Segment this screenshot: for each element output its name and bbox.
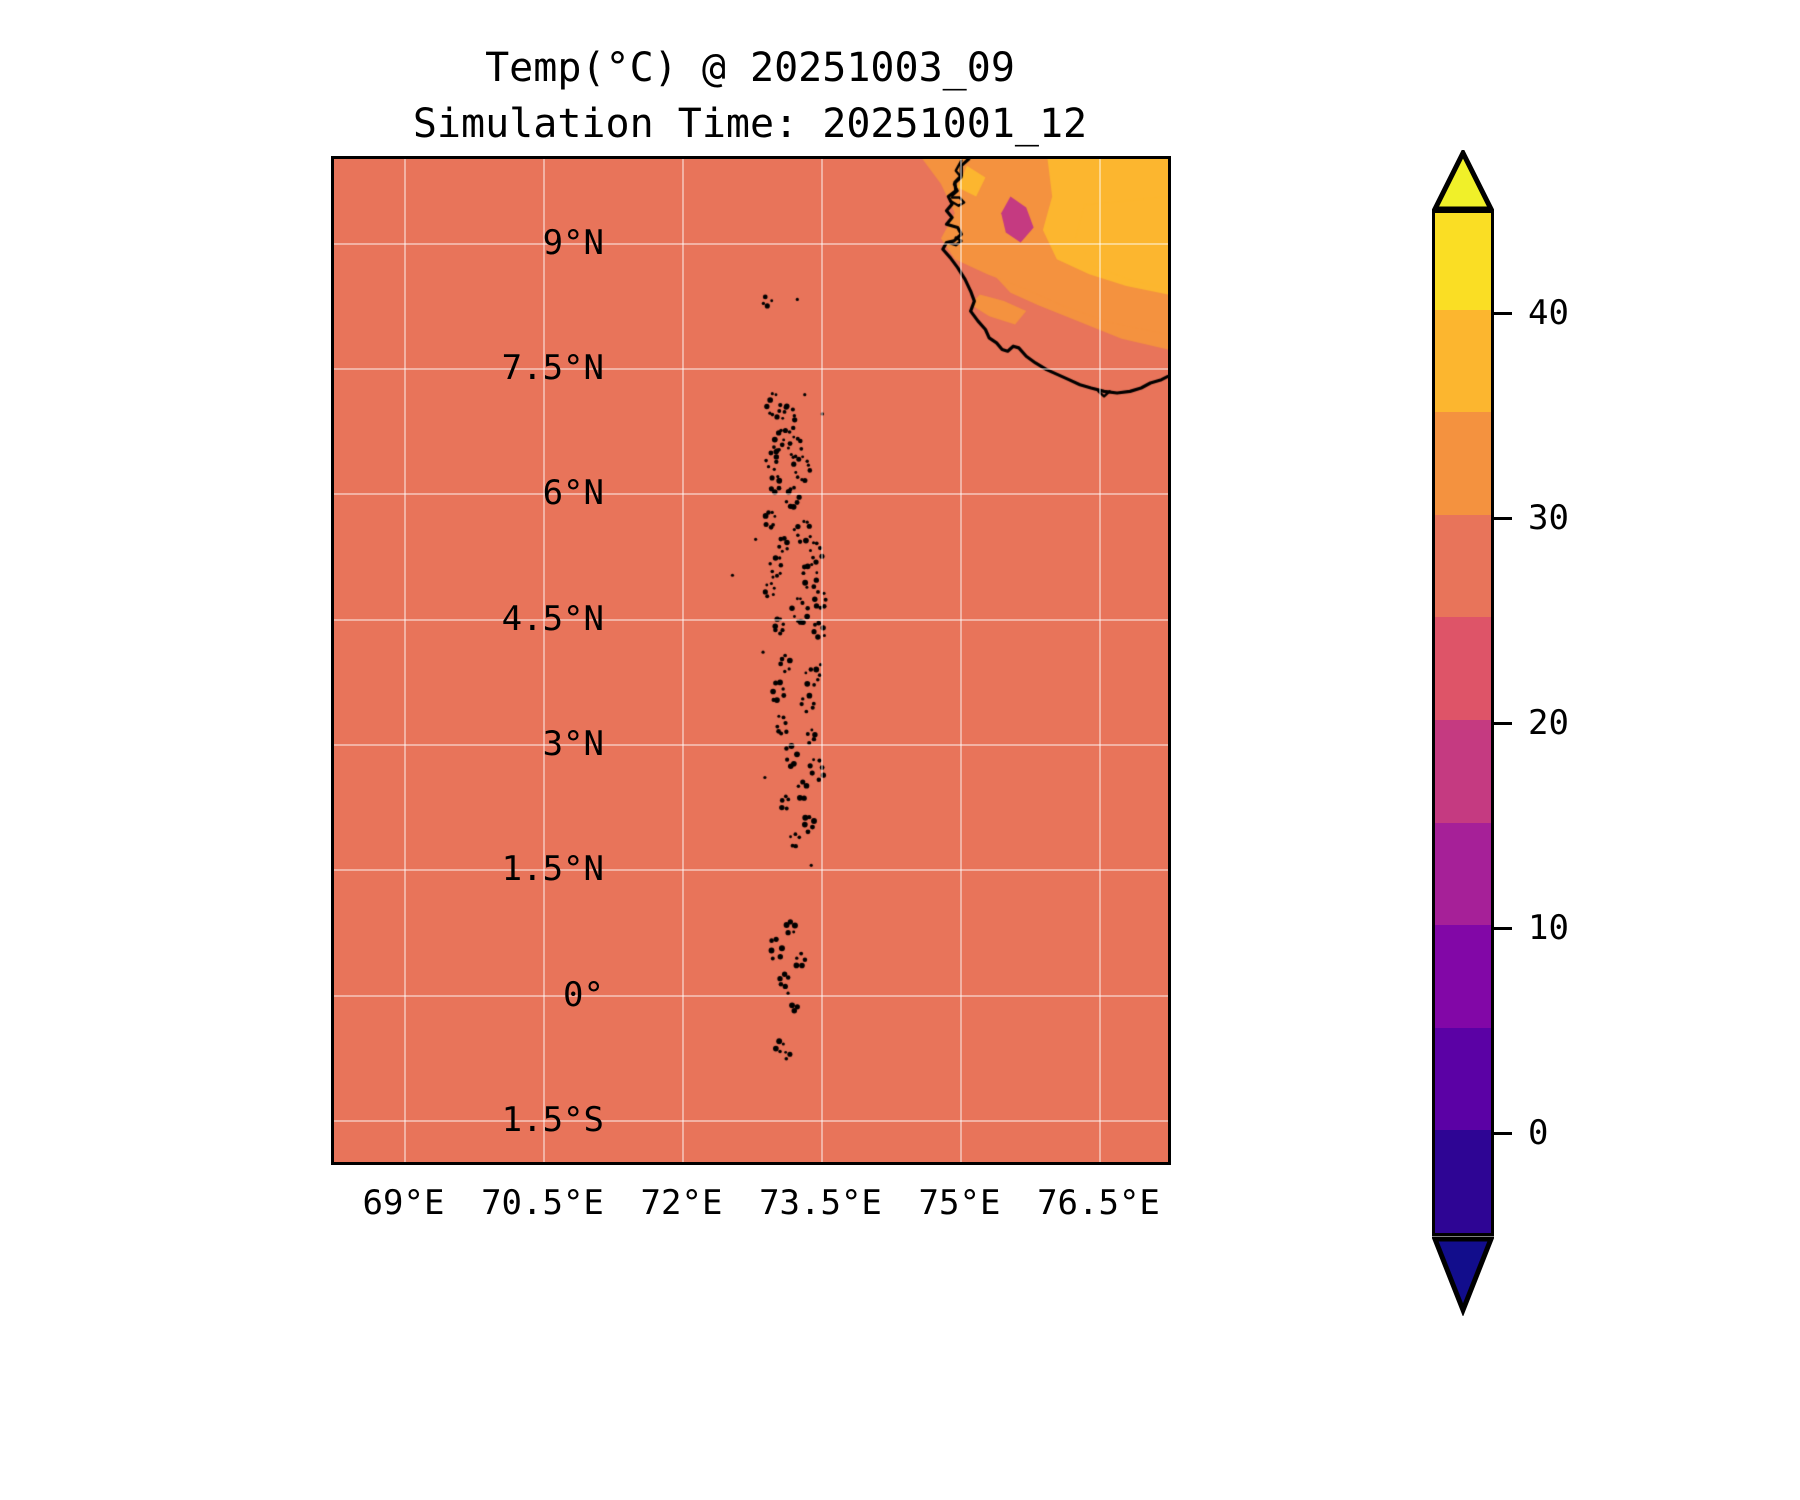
gridline-horizontal xyxy=(334,242,1168,245)
colorbar-band xyxy=(1435,213,1491,310)
gridline-vertical xyxy=(1098,159,1101,1162)
y-tick-label: 3°N xyxy=(542,724,604,765)
colorbar-tick-mark xyxy=(1494,722,1512,725)
colorbar-tick-label: 20 xyxy=(1528,703,1569,743)
colorbar-gradient xyxy=(1432,210,1494,1236)
gridline-vertical xyxy=(820,159,823,1162)
colorbar-band xyxy=(1435,616,1491,720)
temperature-contour-map xyxy=(334,159,1168,1162)
colorbar-band xyxy=(1435,821,1491,926)
y-tick-label: 0° xyxy=(563,974,604,1015)
colorbar-tick-label: 40 xyxy=(1528,292,1569,333)
colorbar: 0 10 20 30 40 xyxy=(1432,150,1752,1360)
gridline-vertical xyxy=(681,159,684,1162)
colorbar-tick-label: 0 xyxy=(1528,1113,1549,1154)
gridline-horizontal xyxy=(334,618,1168,621)
colorbar-band xyxy=(1435,411,1491,515)
colorbar-under-arrow xyxy=(1432,1236,1494,1316)
y-tick-label: 9°N xyxy=(542,222,604,263)
gridline-horizontal xyxy=(334,744,1168,747)
colorbar-tick-mark xyxy=(1494,1132,1512,1136)
x-tick-label: 76.5°E xyxy=(1037,1183,1160,1223)
gridline-horizontal xyxy=(334,493,1168,496)
title-line-1: Temp(°C) @ 20251003_09 xyxy=(485,45,1015,91)
colorbar-tick-label: 30 xyxy=(1528,497,1569,538)
colorbar-band xyxy=(1435,1027,1491,1131)
x-tick-label: 75°E xyxy=(918,1183,1001,1223)
y-tick-label: 7.5°N xyxy=(501,347,604,388)
colorbar-band xyxy=(1435,719,1491,823)
colorbar-tick-mark xyxy=(1494,516,1512,520)
title-line-2: Simulation Time: 20251001_12 xyxy=(412,101,1088,147)
colorbar-tick-mark xyxy=(1494,927,1512,931)
y-tick-label: 6°N xyxy=(542,473,604,514)
gridline-vertical xyxy=(959,159,962,1162)
x-tick-label: 72°E xyxy=(640,1183,723,1223)
y-tick-label: 4.5°N xyxy=(501,598,604,639)
y-tick-label: 1.5°S xyxy=(501,1100,604,1141)
colorbar-band xyxy=(1435,308,1491,413)
map-axes xyxy=(331,156,1171,1165)
colorbar-over-arrow xyxy=(1432,150,1494,212)
gridline-horizontal xyxy=(334,869,1168,872)
gridline-horizontal xyxy=(334,1120,1168,1123)
colorbar-band xyxy=(1435,1129,1491,1233)
colorbar-tick-mark xyxy=(1494,311,1512,315)
colorbar-band xyxy=(1435,514,1491,618)
x-tick-label: 70.5°E xyxy=(481,1183,604,1223)
x-tick-label: 69°E xyxy=(362,1183,445,1223)
chart-title: Temp(°C) @ 20251003_09 Simulation Time: … xyxy=(330,40,1170,152)
gridline-horizontal xyxy=(334,367,1168,370)
y-tick-label: 1.5°N xyxy=(501,849,604,890)
gridline-vertical xyxy=(403,159,406,1162)
x-tick-label: 73.5°E xyxy=(759,1183,882,1223)
gridline-horizontal xyxy=(334,994,1168,997)
gridline-vertical xyxy=(542,159,545,1162)
colorbar-band xyxy=(1435,924,1491,1028)
colorbar-tick-label: 10 xyxy=(1528,908,1569,949)
